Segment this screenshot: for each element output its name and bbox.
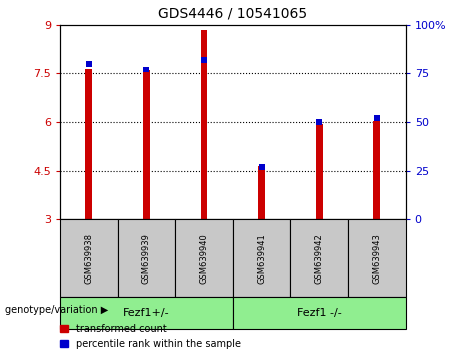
Bar: [233, 219, 290, 297]
Bar: [175, 219, 233, 297]
Bar: [85, 69, 92, 219]
Bar: [316, 119, 322, 125]
Bar: [374, 115, 380, 121]
Bar: [60, 219, 118, 297]
Text: GSM639942: GSM639942: [315, 233, 324, 284]
Text: GSM639941: GSM639941: [257, 233, 266, 284]
Bar: [143, 67, 149, 73]
Bar: [201, 30, 207, 219]
Text: GSM639939: GSM639939: [142, 233, 151, 284]
Text: Fezf1+/-: Fezf1+/-: [123, 308, 170, 318]
Text: genotype/variation ▶: genotype/variation ▶: [5, 305, 108, 315]
Title: GDS4446 / 10541065: GDS4446 / 10541065: [158, 7, 307, 21]
Bar: [201, 57, 207, 63]
Bar: [60, 297, 233, 329]
Legend: transformed count, percentile rank within the sample: transformed count, percentile rank withi…: [60, 324, 241, 349]
Bar: [233, 297, 406, 329]
Bar: [143, 70, 150, 219]
Bar: [348, 219, 406, 297]
Text: GSM639938: GSM639938: [84, 233, 93, 284]
Bar: [258, 166, 265, 219]
Bar: [316, 124, 323, 219]
Bar: [290, 219, 348, 297]
Bar: [86, 61, 92, 67]
Bar: [259, 164, 265, 170]
Text: GSM639940: GSM639940: [200, 233, 208, 284]
Bar: [373, 120, 380, 219]
Bar: [118, 219, 175, 297]
Text: Fezf1 -/-: Fezf1 -/-: [297, 308, 342, 318]
Text: GSM639943: GSM639943: [372, 233, 381, 284]
